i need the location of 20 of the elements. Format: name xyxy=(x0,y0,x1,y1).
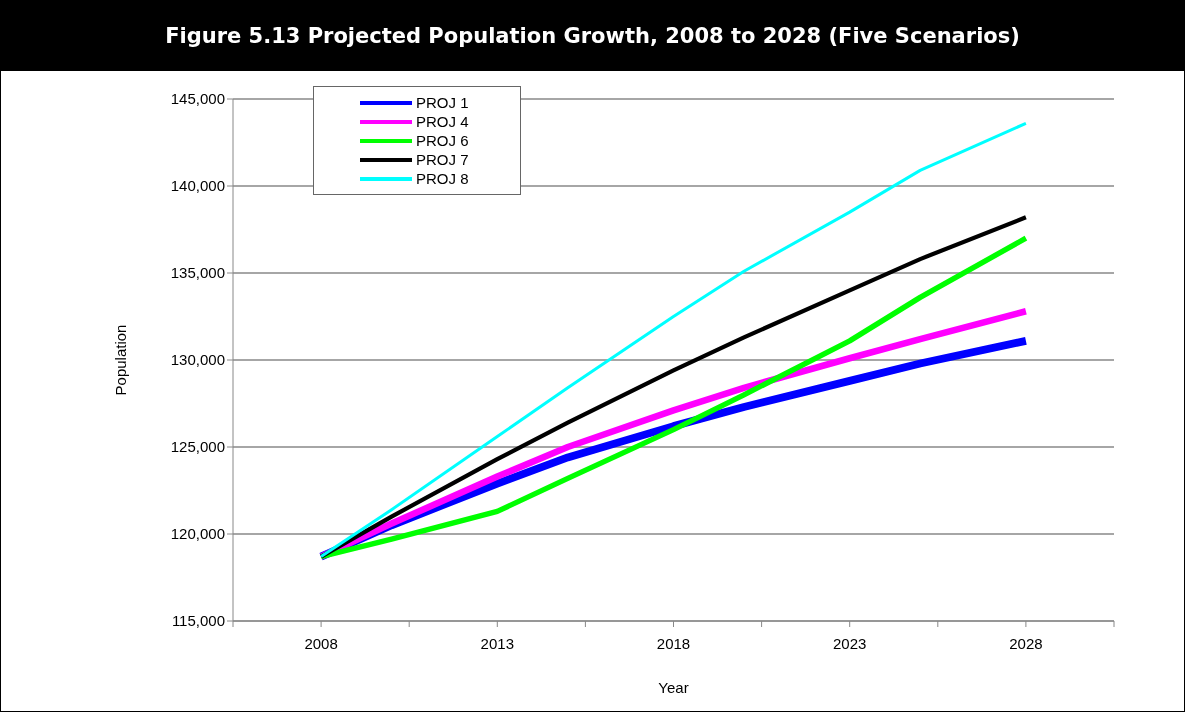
y-tick-label: 140,000 xyxy=(170,177,225,195)
legend-label: PROJ 6 xyxy=(416,132,469,149)
y-tick-label: 145,000 xyxy=(170,90,225,108)
x-tick-label: 2023 xyxy=(833,635,867,652)
x-axis-title: Year xyxy=(658,679,689,696)
x-tick-label: 2018 xyxy=(656,635,691,652)
y-tick-label: 130,000 xyxy=(170,351,225,369)
y-tick-label: 135,000 xyxy=(170,264,225,282)
x-tick-label: 2028 xyxy=(1009,635,1043,652)
y-tick-label: 125,000 xyxy=(170,438,225,456)
x-tick-label: 2008 xyxy=(304,635,338,652)
chart-title: Figure 5.13 Projected Population Growth, 2008 to 2028 (Five Scenarios) xyxy=(1,1,1184,71)
x-tick-label: 2013 xyxy=(480,635,514,652)
legend-label: PROJ 8 xyxy=(416,170,469,187)
legend-label: PROJ 1 xyxy=(416,94,469,111)
y-tick-label: 115,000 xyxy=(171,612,225,630)
y-axis-title: Population xyxy=(112,324,130,396)
y-tick-label: 120,000 xyxy=(170,525,225,543)
legend-label: PROJ 7 xyxy=(416,151,469,168)
legend-label: PROJ 4 xyxy=(416,113,469,130)
